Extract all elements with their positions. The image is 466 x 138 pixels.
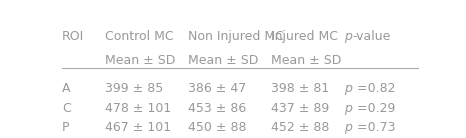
Text: P: P	[62, 121, 69, 134]
Text: 386 ± 47: 386 ± 47	[188, 82, 247, 95]
Text: 398 ± 81: 398 ± 81	[271, 82, 329, 95]
Text: 453 ± 86: 453 ± 86	[188, 102, 247, 115]
Text: 450 ± 88: 450 ± 88	[188, 121, 247, 134]
Text: p: p	[343, 121, 351, 134]
Text: Mean ± SD: Mean ± SD	[105, 54, 176, 67]
Text: Control MC: Control MC	[105, 30, 174, 43]
Text: 437 ± 89: 437 ± 89	[271, 102, 329, 115]
Text: =0.29: =0.29	[353, 102, 395, 115]
Text: =0.82: =0.82	[353, 82, 395, 95]
Text: p: p	[343, 82, 351, 95]
Text: p: p	[343, 102, 351, 115]
Text: 452 ± 88: 452 ± 88	[271, 121, 330, 134]
Text: Mean ± SD: Mean ± SD	[188, 54, 259, 67]
Text: Non Injured MC: Non Injured MC	[188, 30, 284, 43]
Text: ROI: ROI	[62, 30, 84, 43]
Text: 399 ± 85: 399 ± 85	[105, 82, 164, 95]
Text: Mean ± SD: Mean ± SD	[271, 54, 342, 67]
Text: =0.73: =0.73	[353, 121, 395, 134]
Text: Injured MC: Injured MC	[271, 30, 338, 43]
Text: C: C	[62, 102, 71, 115]
Text: -value: -value	[353, 30, 391, 43]
Text: 478 ± 101: 478 ± 101	[105, 102, 171, 115]
Text: p: p	[343, 30, 351, 43]
Text: 467 ± 101: 467 ± 101	[105, 121, 171, 134]
Text: A: A	[62, 82, 70, 95]
